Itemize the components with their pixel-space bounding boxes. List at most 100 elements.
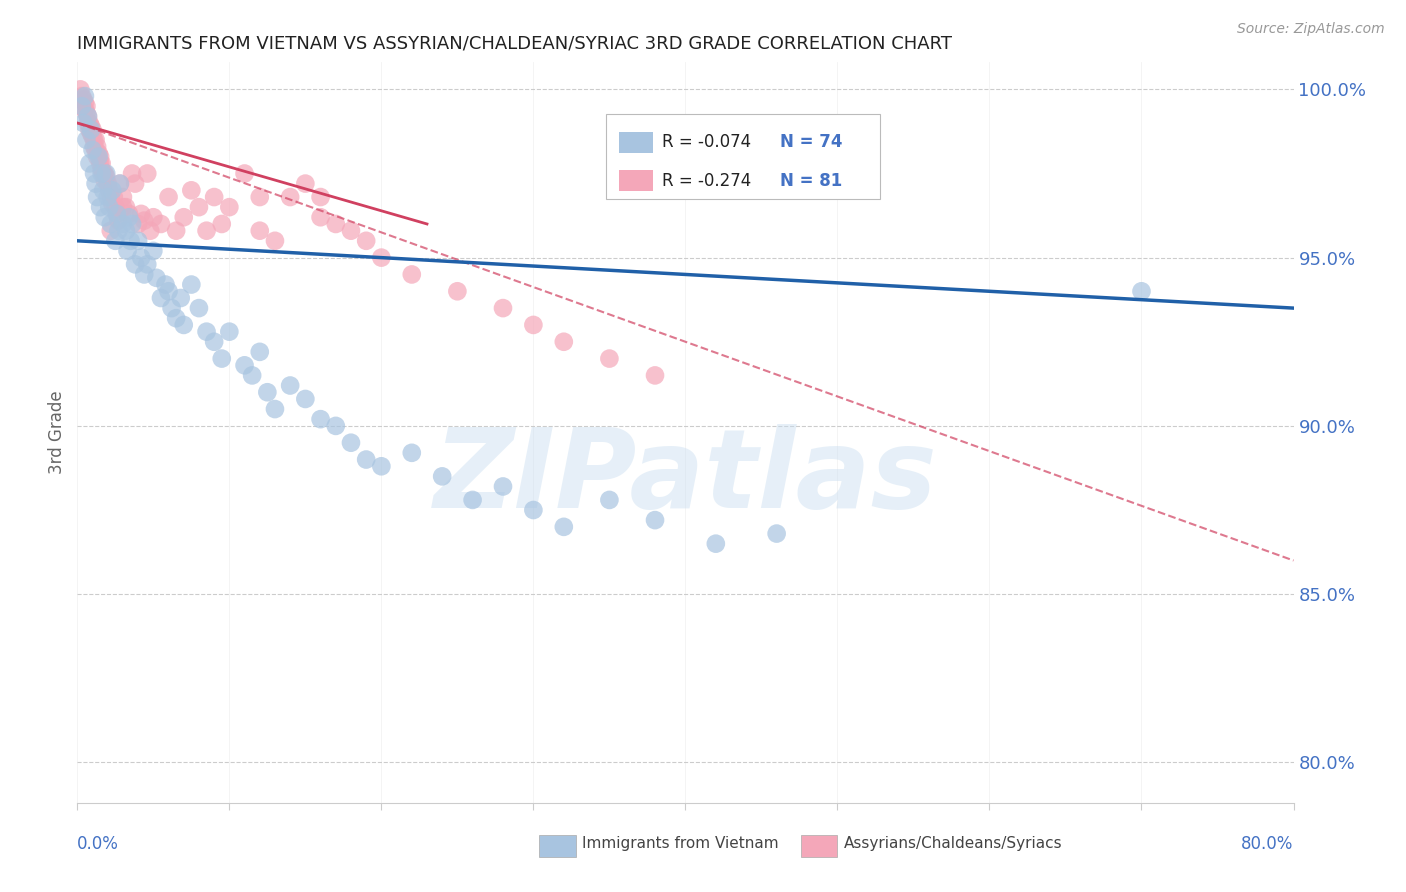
Point [278,190,301,204]
Point [157,285,180,299]
Point [87,150,110,164]
Point [264,402,287,417]
Point [370,459,392,474]
Point [75,133,97,147]
Point [340,224,363,238]
Point [598,351,620,366]
Point [98,200,121,214]
Text: ZIPatlas: ZIPatlas [433,424,938,531]
Point [118,207,141,221]
Point [644,513,666,527]
Point [127,234,149,248]
Point [124,177,146,191]
Point [111,190,134,204]
Point [233,359,256,373]
Point [80,126,103,140]
Point [87,146,110,161]
Point [93,167,115,181]
Point [86,150,108,164]
Point [461,492,484,507]
Point [111,217,134,231]
Point [211,217,233,231]
Point [401,446,423,460]
Point [91,167,114,181]
Text: 0.0%: 0.0% [77,835,120,853]
Point [103,190,125,204]
Point [73,103,96,117]
Point [89,150,111,164]
Point [79,156,101,170]
Point [309,412,332,426]
FancyBboxPatch shape [801,835,838,857]
Point [73,89,96,103]
Point [89,156,111,170]
Point [93,173,115,187]
Point [160,301,183,315]
Point [97,190,120,204]
Point [90,156,112,170]
Point [202,190,225,204]
FancyBboxPatch shape [619,132,652,153]
Point [91,183,114,197]
Point [97,177,120,191]
Text: R = -0.274: R = -0.274 [662,171,752,190]
Point [598,492,620,507]
Point [80,122,103,136]
Point [129,207,152,221]
Point [89,200,111,214]
Point [83,139,105,153]
Point [170,291,193,305]
Text: R = -0.074: R = -0.074 [662,134,751,152]
Point [134,213,156,227]
Point [79,116,101,130]
Point [83,133,105,147]
Point [325,418,347,433]
Point [70,89,93,103]
Point [80,120,103,134]
Point [115,200,138,214]
Point [96,167,118,181]
FancyBboxPatch shape [606,114,880,200]
Point [249,190,271,204]
FancyBboxPatch shape [619,170,652,191]
Point [75,106,97,120]
Point [1130,285,1153,299]
Text: IMMIGRANTS FROM VIETNAM VS ASSYRIAN/CHALDEAN/SYRIAC 3RD GRADE CORRELATION CHART: IMMIGRANTS FROM VIETNAM VS ASSYRIAN/CHAL… [77,35,952,53]
Point [240,368,263,383]
Point [430,469,453,483]
Point [522,503,544,517]
Point [553,520,575,534]
Point [82,129,104,144]
Y-axis label: 3rd Grade: 3rd Grade [48,391,66,475]
Point [309,211,332,225]
Point [75,99,97,113]
Point [136,257,159,271]
Point [104,200,127,214]
Point [142,211,165,225]
Point [149,217,172,231]
Point [765,526,787,541]
Point [446,285,468,299]
Point [72,93,94,107]
Point [121,167,143,181]
Point [111,200,134,214]
Point [120,234,142,248]
Point [704,537,727,551]
Point [340,435,363,450]
Point [127,217,149,231]
Point [100,224,122,238]
Point [86,139,108,153]
Text: Source: ZipAtlas.com: Source: ZipAtlas.com [1237,22,1385,37]
Point [180,183,202,197]
Point [165,224,187,238]
Point [107,213,129,227]
Point [83,167,105,181]
Point [134,268,156,282]
Point [77,109,100,123]
Point [100,190,122,204]
Point [188,200,211,214]
Point [249,224,271,238]
Point [294,392,316,406]
Point [82,122,104,136]
Point [136,167,159,181]
